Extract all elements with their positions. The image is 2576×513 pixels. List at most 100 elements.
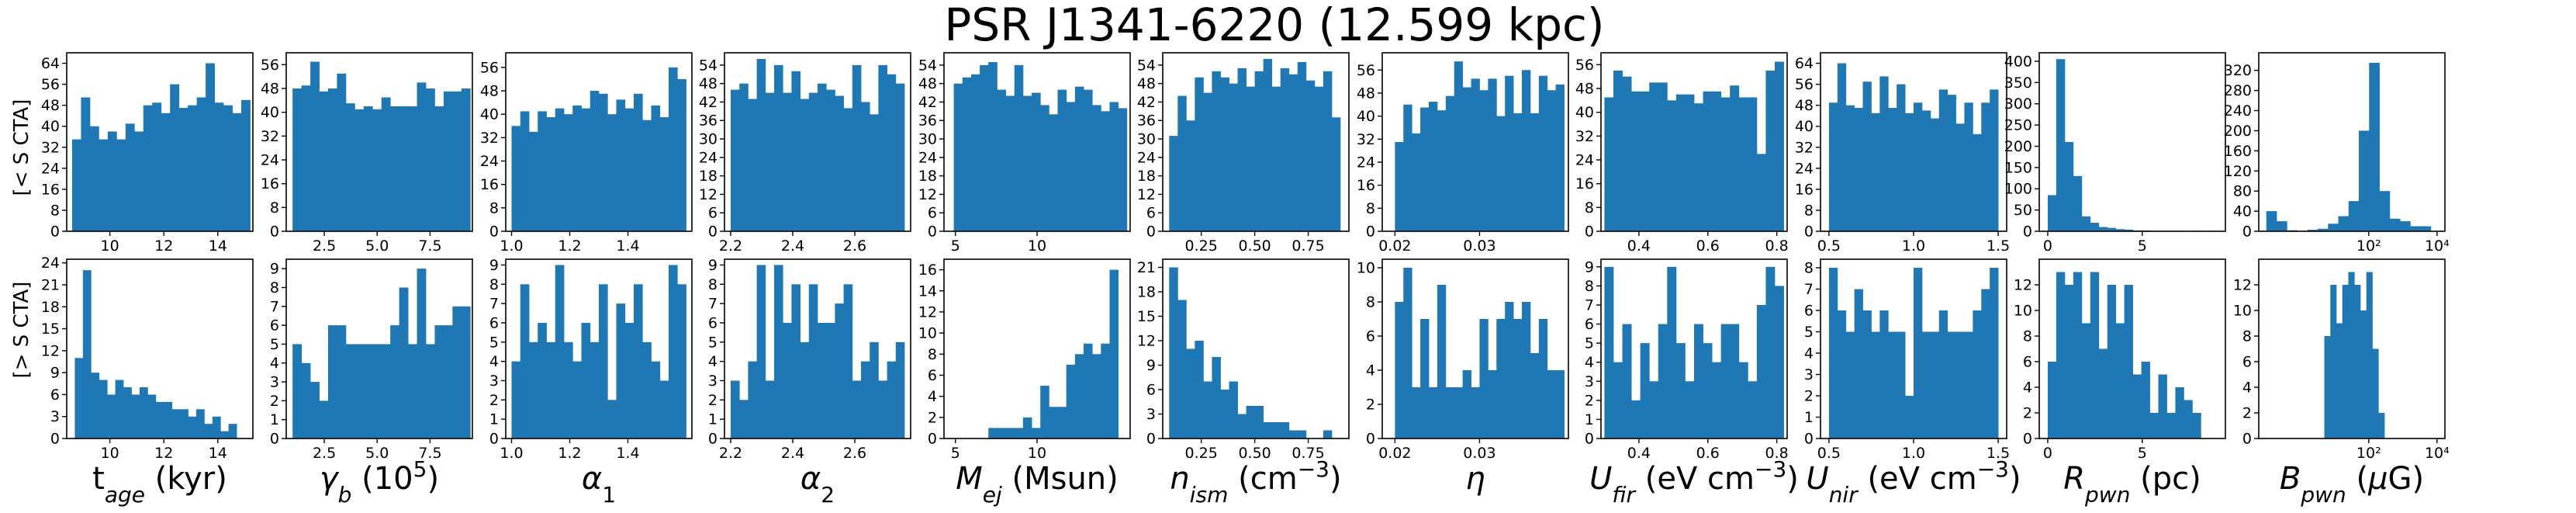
y-tick-label: 54 — [1137, 57, 1156, 74]
histogram-bar — [81, 97, 91, 231]
y-tick-label: 12 — [41, 342, 60, 359]
histogram-panel-eta-row0: 0 8 16 24 32 40 48 56 0.02 0.03 — [1357, 52, 1569, 255]
histogram-bar — [1631, 91, 1641, 231]
histogram-bar — [1703, 91, 1713, 231]
y-tick-label: 12 — [918, 186, 937, 203]
histogram-bar — [997, 89, 1006, 231]
y-tick-label: 48 — [1357, 85, 1375, 102]
histogram-bar — [452, 91, 462, 231]
histogram-bar — [546, 116, 556, 231]
histogram-bar — [1738, 97, 1748, 231]
y-tick-label: 7 — [1585, 296, 1594, 314]
histogram-bar — [1667, 266, 1677, 438]
y-tick-label: 32 — [1357, 131, 1375, 148]
x-tick-label: 0 — [2043, 445, 2052, 462]
histogram-bar — [1109, 102, 1119, 231]
histogram-bar — [2277, 221, 2287, 231]
histogram-bar — [139, 387, 148, 438]
y-tick-label: 54 — [699, 57, 717, 74]
histogram-bar — [642, 341, 652, 438]
histogram-bar — [1658, 324, 1668, 438]
y-tick-label: 36 — [699, 113, 717, 130]
histogram-bar — [71, 139, 81, 231]
histogram-bar — [1505, 302, 1514, 438]
histogram-bar — [301, 362, 311, 438]
histogram-bar — [2348, 201, 2360, 231]
histogram-bar — [1828, 268, 1838, 438]
histogram-bar — [861, 102, 870, 231]
histogram-bar — [1862, 81, 1872, 232]
histogram-bar — [1667, 100, 1677, 231]
y-tick-label: 12 — [1137, 186, 1156, 203]
histogram-panel-alpha_2-row1: 0 1 2 3 4 5 67 8 9 2.2 2.4 2.6 — [708, 257, 911, 462]
histogram-bar — [2372, 348, 2379, 438]
histogram-bar — [2115, 323, 2125, 438]
y-tick-label: 0 — [1804, 224, 1814, 241]
y-tick-label: 48 — [1575, 81, 1594, 98]
histogram-bar — [2184, 400, 2193, 438]
histogram-bar — [1513, 113, 1523, 231]
histogram-panel-alpha_1-row1: 0 1 2 3 4 5 67 8 9 1.0 1.2 1.4 — [489, 257, 693, 462]
histogram-bar — [171, 409, 181, 438]
y-tick-label: 5 — [270, 336, 279, 353]
histogram-bar — [1505, 75, 1514, 232]
histogram-bar — [152, 102, 162, 231]
y-tick-label: 4 — [489, 353, 499, 370]
x-tick-label: 2.2 — [719, 445, 742, 462]
histogram-bar — [1445, 387, 1455, 438]
y-tick-label: 3 — [708, 373, 717, 390]
y-tick-label: 1 — [270, 411, 279, 428]
histogram-bar — [1845, 105, 1855, 231]
histogram-bar — [1522, 70, 1531, 231]
y-tick-label: 56 — [41, 76, 60, 93]
histogram-bar — [328, 325, 337, 438]
histogram-bar — [1169, 267, 1178, 438]
histogram-bar — [791, 71, 800, 231]
histogram-bar — [1730, 85, 1740, 231]
y-tick-label: 5 — [1804, 324, 1814, 341]
y-tick-label: 18 — [1137, 168, 1156, 185]
histogram-bar — [564, 341, 573, 438]
histogram-bar — [1212, 357, 1221, 438]
y-tick-label: 6 — [50, 386, 60, 404]
y-tick-label: 40 — [41, 118, 60, 135]
y-tick-label: 14 — [918, 282, 937, 300]
histogram-bar — [107, 131, 117, 231]
histogram-bar — [1604, 97, 1614, 231]
histogram-bar — [434, 106, 444, 231]
histogram-bar — [241, 99, 251, 231]
histogram-bar — [555, 108, 565, 231]
x-tick-label: 2.5 — [313, 445, 336, 462]
histogram-bar — [2342, 285, 2349, 438]
histogram-bar — [887, 361, 897, 438]
y-tick-label: 64 — [41, 55, 60, 72]
y-tick-label: 8 — [2023, 328, 2032, 345]
histogram-bar — [170, 84, 180, 231]
histogram-bar — [1921, 331, 1931, 438]
histogram-bar — [1694, 103, 1703, 231]
histogram-bar — [1914, 102, 1923, 231]
x-tick-label: 5.0 — [365, 445, 389, 462]
histogram-bar — [1479, 319, 1489, 438]
histogram-bar — [1005, 428, 1015, 438]
y-tick-label: 8 — [1585, 278, 1594, 295]
y-tick-label: 9 — [50, 365, 60, 382]
y-tick-label: 40 — [1795, 118, 1814, 135]
histogram-bar — [2090, 272, 2100, 438]
y-tick-label: 16 — [261, 175, 279, 192]
histogram-panel-U_nir-row1: 0 1 2 3 4 5 6 7 8 0.5 1.0 1.5 — [1804, 258, 2010, 462]
histogram-bar — [1871, 113, 1880, 231]
histogram-bar — [607, 400, 617, 438]
y-tick-label: 0 — [2242, 431, 2252, 448]
histogram-bar — [1694, 324, 1703, 438]
histogram-bar — [1703, 343, 1713, 438]
histogram-bar — [2158, 374, 2167, 438]
histogram-bar — [1897, 84, 1906, 231]
x-tick-label: 0.50 — [1238, 237, 1271, 255]
histogram-panel-M_ej-row1: 0 2 4 6 8 10 12 14 16 5 10 — [918, 258, 1131, 462]
histogram-bar — [2124, 285, 2133, 438]
x-axis-label-2: α1 — [582, 461, 616, 508]
histogram-bar — [1488, 78, 1497, 231]
x-tick-label: 5 — [2138, 445, 2147, 462]
histogram-bar — [590, 341, 600, 438]
